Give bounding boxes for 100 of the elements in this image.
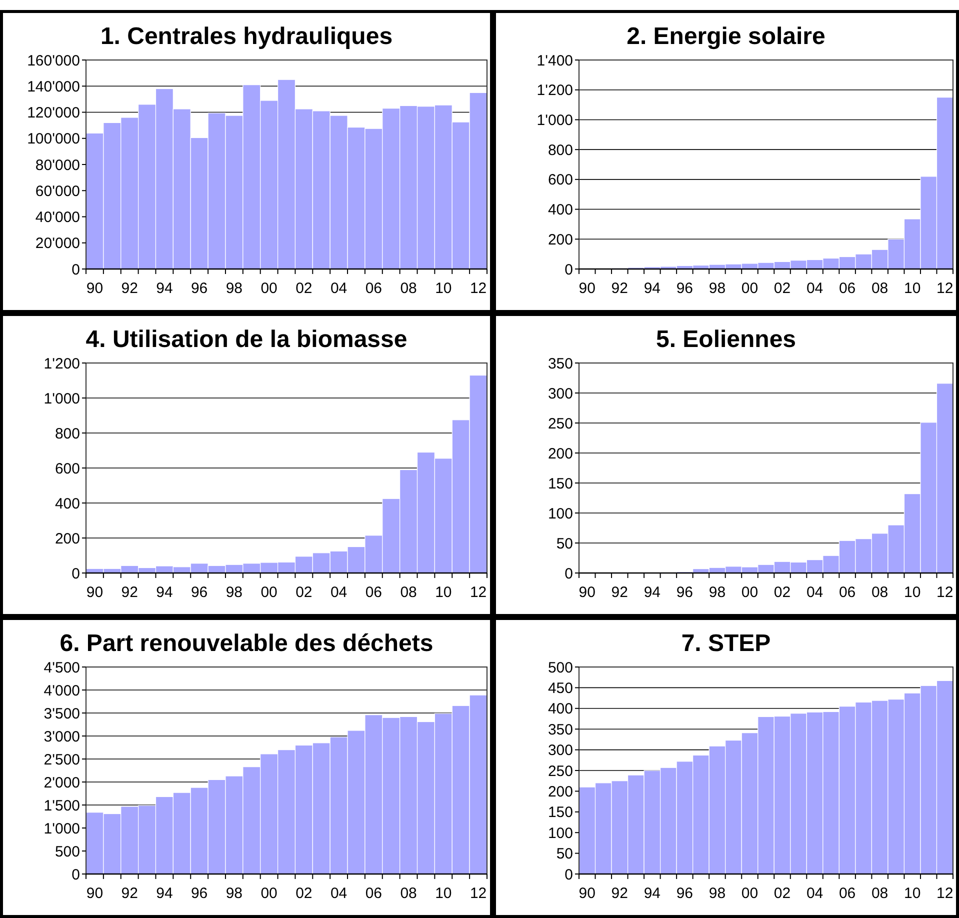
x-tick-label: 06 [365, 584, 382, 601]
x-tick-label: 90 [578, 885, 596, 902]
x-tick-label: 10 [904, 584, 921, 601]
x-tick-label: 12 [936, 885, 954, 902]
y-tick-label: 4'000 [44, 682, 80, 700]
x-tick-label: 98 [226, 885, 243, 902]
chart-title: 5. Eoliennes [656, 326, 796, 353]
y-tick-label: 2'000 [44, 774, 80, 792]
x-tick-label: 90 [578, 584, 596, 601]
y-tick-label: 150 [548, 475, 573, 492]
x-tick-label: 08 [400, 584, 417, 601]
x-tick-label: 94 [644, 280, 661, 297]
y-tick-label: 80'000 [35, 156, 80, 174]
chart-title: 6. Part renouvelable des déchets [60, 630, 434, 657]
x-tick-label: 06 [838, 584, 856, 601]
x-tick-label: 02 [296, 885, 312, 902]
y-tick-label: 400 [548, 202, 573, 219]
y-tick-label: 250 [548, 762, 573, 780]
x-tick-label: 12 [470, 885, 487, 902]
x-tick-label: 04 [330, 280, 348, 297]
chart-title: 4. Utilisation de la biomasse [86, 326, 408, 353]
x-tick-label: 96 [190, 584, 208, 601]
x-tick-label: 10 [904, 280, 921, 297]
y-tick-label: 500 [54, 843, 80, 860]
x-tick-label: 04 [330, 584, 348, 601]
y-tick-label: 4'500 [44, 659, 80, 676]
x-tick-label: 06 [365, 280, 382, 297]
x-tick-label: 02 [774, 885, 791, 902]
y-tick-label: 300 [548, 385, 573, 402]
x-tick-label: 04 [806, 584, 824, 601]
x-tick-label: 90 [86, 584, 104, 601]
x-tick-label: 10 [435, 280, 452, 297]
y-tick-label: 0 [564, 261, 573, 278]
x-tick-label: 08 [871, 885, 888, 902]
y-tick-label: 0 [72, 866, 80, 884]
x-tick-label: 12 [936, 280, 954, 297]
y-tick-label: 1'500 [44, 797, 80, 814]
x-tick-label: 00 [741, 885, 758, 902]
y-tick-label: 160'000 [27, 52, 80, 70]
y-tick-label: 140'000 [27, 78, 80, 96]
x-tick-label: 00 [260, 885, 278, 902]
x-tick-label: 96 [676, 584, 694, 601]
x-tick-label: 98 [226, 280, 243, 297]
x-tick-label: 10 [435, 885, 452, 902]
y-tick-label: 500 [548, 659, 573, 676]
x-tick-label: 08 [400, 280, 417, 297]
x-tick-label: 02 [296, 584, 312, 601]
y-tick-label: 20'000 [35, 235, 80, 252]
x-tick-label: 96 [190, 885, 208, 902]
x-tick-label: 98 [226, 584, 243, 601]
x-tick-label: 02 [774, 584, 791, 601]
y-tick-label: 1'200 [44, 355, 80, 372]
x-tick-label: 00 [260, 584, 278, 601]
x-tick-label: 06 [838, 280, 856, 297]
x-tick-label: 92 [121, 280, 138, 297]
y-tick-label: 50 [556, 846, 573, 863]
y-tick-label: 400 [548, 700, 573, 718]
y-tick-label: 0 [564, 565, 573, 582]
x-tick-label: 96 [676, 280, 694, 297]
x-tick-label: 12 [936, 584, 954, 601]
y-tick-label: 100'000 [27, 130, 80, 148]
y-tick-label: 40'000 [35, 209, 80, 226]
x-tick-label: 92 [611, 584, 628, 601]
y-tick-label: 250 [548, 415, 573, 432]
y-tick-label: 1'000 [536, 112, 573, 129]
x-tick-label: 98 [708, 885, 726, 902]
y-tick-label: 200 [548, 231, 573, 248]
y-tick-label: 3'000 [44, 728, 80, 746]
x-tick-label: 90 [578, 280, 596, 297]
x-tick-label: 08 [400, 885, 417, 902]
chart-title: 7. STEP [681, 630, 771, 657]
y-tick-label: 100 [548, 824, 573, 842]
x-tick-label: 92 [121, 885, 138, 902]
y-tick-label: 350 [548, 355, 573, 372]
y-tick-label: 100 [548, 505, 573, 522]
y-tick-label: 400 [54, 495, 80, 512]
x-tick-label: 12 [470, 584, 487, 601]
y-tick-label: 120'000 [27, 104, 80, 122]
y-tick-label: 800 [548, 142, 573, 159]
x-tick-label: 00 [260, 280, 278, 297]
y-tick-label: 50 [556, 535, 573, 552]
y-tick-label: 200 [548, 783, 573, 800]
y-tick-label: 3'500 [44, 705, 80, 722]
x-tick-label: 08 [871, 280, 888, 297]
x-tick-label: 90 [86, 280, 104, 297]
x-tick-label: 04 [806, 885, 824, 902]
x-tick-label: 98 [708, 584, 726, 601]
x-tick-label: 06 [365, 885, 382, 902]
x-tick-label: 10 [904, 885, 921, 902]
x-tick-label: 98 [708, 280, 726, 297]
y-tick-label: 450 [548, 680, 573, 697]
x-tick-label: 02 [774, 280, 791, 297]
y-tick-label: 0 [564, 866, 573, 884]
y-tick-label: 0 [72, 565, 80, 582]
y-tick-label: 300 [548, 742, 573, 760]
x-tick-label: 92 [121, 584, 138, 601]
x-tick-label: 96 [190, 280, 208, 297]
y-tick-label: 200 [548, 445, 573, 462]
x-tick-label: 92 [611, 280, 628, 297]
x-tick-label: 94 [644, 885, 661, 902]
